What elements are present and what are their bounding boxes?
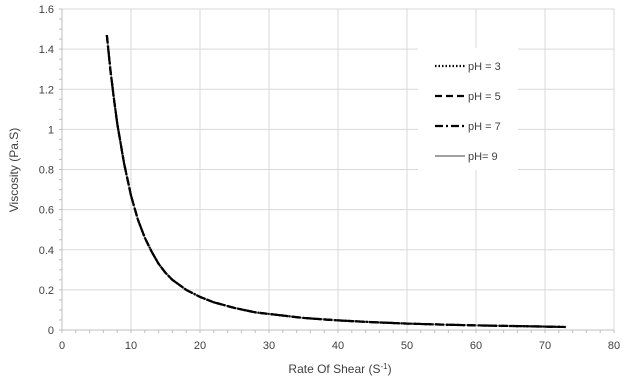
x-axis-title-suffix: ) (388, 362, 392, 376)
legend-label: pH = 5 (468, 91, 501, 103)
x-tick-label: 80 (608, 340, 620, 352)
legend-label: pH = 3 (468, 61, 501, 73)
legend-label: pH= 9 (468, 151, 498, 163)
y-tick-label: 0.2 (39, 285, 54, 297)
y-tick-label: 1 (48, 124, 54, 136)
x-tick-label: 60 (470, 340, 482, 352)
x-tick-label: 50 (401, 340, 413, 352)
x-tick-label: 20 (194, 340, 206, 352)
grid-layer (61, 8, 615, 331)
y-tick-label: 0.8 (39, 165, 54, 177)
series-layer (105, 34, 566, 329)
x-axis-title: Rate Of Shear (S-1) (288, 362, 391, 376)
y-tick-label: 1.2 (39, 84, 54, 96)
y-tick-label: 1.6 (39, 4, 54, 16)
y-tick-label: 0 (48, 325, 54, 337)
legend-background (418, 48, 518, 170)
y-axis-title: Viscosity (Pa.S) (7, 128, 21, 212)
x-axis-title-main: Rate Of Shear (S (288, 362, 380, 376)
axis-layer: 0 0.2 0.4 0.6 0.8 1 1.2 1.4 1.6 0 10 20 30 40 50 60 70 80 (39, 4, 620, 352)
x-tick-label: 70 (539, 340, 551, 352)
x-tick-label: 30 (263, 340, 275, 352)
x-tick-label: 40 (332, 340, 344, 352)
y-tick-label: 0.6 (39, 205, 54, 217)
y-tick-label: 0.4 (39, 245, 54, 257)
x-axis-title-superscript: -1 (380, 362, 388, 371)
y-tick-label: 1.4 (39, 44, 54, 56)
legend-label: pH = 7 (468, 121, 501, 133)
series-line-3 (105, 34, 566, 329)
x-tick-label: 10 (125, 340, 137, 352)
legend: pH = 3 pH = 5 pH = 7 pH= 9 (418, 48, 518, 170)
x-tick-label: 0 (59, 340, 65, 352)
